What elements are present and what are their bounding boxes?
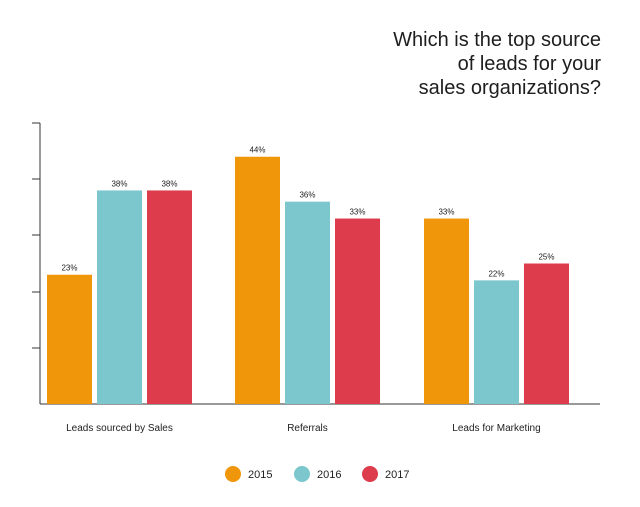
- chart-title: Which is the top source of leads for you…: [393, 29, 601, 99]
- legend-label-2015: 2015: [248, 469, 272, 481]
- bar-2015-2: [424, 218, 469, 404]
- bars-group: 23% 38% 38% 44% 36% 33% 33% 22% 25%: [47, 146, 569, 404]
- bar-2016-2: [474, 280, 519, 404]
- legend: 2015 2016 2017: [225, 466, 409, 482]
- bar-2016-1: [285, 201, 330, 404]
- legend-swatch-2016: [294, 466, 310, 482]
- legend-swatch-2017: [362, 466, 378, 482]
- bar-2017-1: [335, 218, 380, 404]
- data-label-2015-0: 23%: [61, 264, 77, 273]
- category-labels: Leads sourced by Sales Referrals Leads for…: [66, 423, 541, 434]
- title-line-2: of leads for your: [458, 53, 602, 75]
- title-line-3: sales organizations?: [419, 77, 601, 99]
- legend-label-2017: 2017: [385, 469, 409, 481]
- bar-2016-0: [97, 190, 142, 404]
- data-label-2015-1: 44%: [249, 146, 265, 155]
- data-label-2016-0: 38%: [111, 179, 127, 188]
- legend-label-2016: 2016: [317, 469, 341, 481]
- bar-2017-2: [524, 263, 569, 404]
- data-label-2017-2: 25%: [538, 253, 554, 262]
- data-label-2016-1: 36%: [299, 191, 315, 200]
- y-axis: [32, 122, 41, 404]
- data-label-2015-2: 33%: [438, 208, 454, 217]
- category-label-1: Referrals: [287, 423, 328, 434]
- bar-2015-1: [235, 156, 280, 404]
- bar-2015-0: [47, 274, 92, 404]
- legend-swatch-2015: [225, 466, 241, 482]
- data-label-2017-0: 38%: [161, 179, 177, 188]
- bar-2017-0: [147, 190, 192, 404]
- category-label-0: Leads sourced by Sales: [66, 423, 173, 434]
- data-label-2017-1: 33%: [349, 208, 365, 217]
- category-label-2: Leads for Marketing: [452, 423, 540, 434]
- title-line-1: Which is the top source: [393, 29, 601, 51]
- data-label-2016-2: 22%: [488, 269, 504, 278]
